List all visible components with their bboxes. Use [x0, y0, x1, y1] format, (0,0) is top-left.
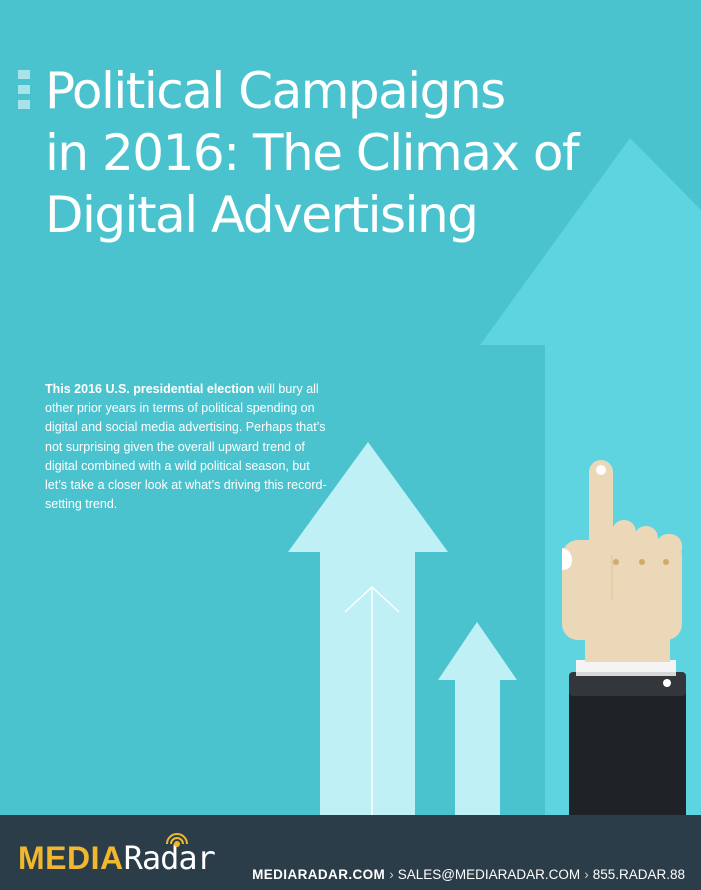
title-line: Political Campaigns — [45, 62, 506, 120]
mediaradar-logo[interactable]: MEDIARadar — [18, 833, 216, 877]
separator-icon: › — [584, 867, 589, 882]
logo-media-text: MEDIA — [18, 840, 124, 876]
email-link[interactable]: SALES@MEDIARADAR.COM — [397, 867, 581, 882]
logo-radar-text: Radar — [123, 839, 216, 877]
footer-bar: MEDIARadar MEDIARADAR.COM › SALES@MEDIARAD… — [0, 815, 701, 890]
phone-number[interactable]: 855.RADAR.88 — [592, 867, 685, 882]
tall-arrow-shape — [288, 442, 448, 815]
intro-body: will bury all other prior years in terms… — [45, 382, 327, 512]
short-arrow-shape — [438, 622, 517, 815]
growth-illustration — [288, 138, 701, 815]
title-line: in 2016: The Climax of — [45, 124, 580, 182]
separator-icon: › — [389, 867, 394, 882]
contact-line: MEDIARADAR.COM › SALES@MEDIARADAR.COM › 855.… — [252, 867, 685, 882]
title-accent-dots — [18, 70, 30, 115]
intro-paragraph: This 2016 U.S. presidential election wil… — [45, 380, 335, 514]
title-line: Digital Advertising — [45, 186, 479, 244]
page-title: Political Campaigns in 2016: The Climax … — [45, 60, 665, 246]
website-link[interactable]: MEDIARADAR.COM — [252, 867, 386, 882]
radar-icon — [166, 833, 188, 847]
hand-pointing-up-icon — [562, 460, 686, 815]
intro-lead: This 2016 U.S. presidential election — [45, 382, 255, 396]
